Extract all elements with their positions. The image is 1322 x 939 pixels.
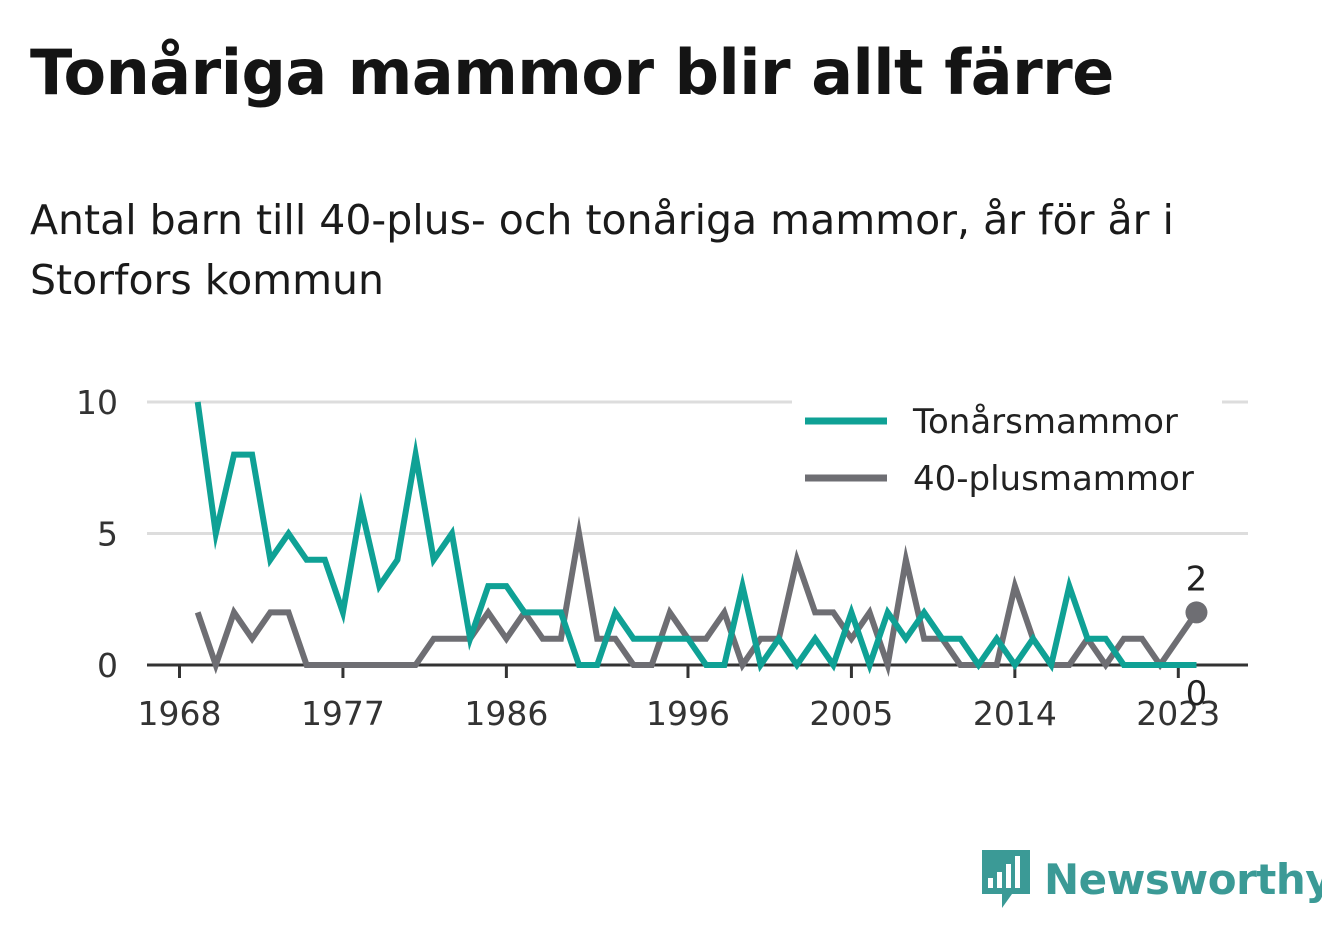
newsworthy-logo: Newsworthy — [980, 848, 1322, 910]
y-axis-ticks: 0 5 10 — [76, 383, 118, 685]
end-label-40-plusmammor: 2 — [1186, 559, 1208, 599]
newsworthy-logo-icon — [982, 850, 1030, 908]
series-lines — [194, 401, 1208, 678]
logo-text: Newsworthy — [1044, 854, 1322, 904]
x-tick-label: 2023 — [1136, 694, 1220, 733]
end-labels: 20 — [1186, 559, 1208, 714]
end-point-marker — [1185, 601, 1208, 624]
x-tick-label: 1986 — [464, 694, 548, 733]
series-line-40-plusmammor — [194, 515, 1199, 678]
chart-title: Tonåriga mammor blir allt färre — [30, 36, 1114, 109]
legend: Tonårsmammor 40-plusmammor — [792, 390, 1222, 512]
y-tick-label: 10 — [76, 383, 118, 422]
y-tick-label: 5 — [97, 515, 118, 554]
x-tick-label: 2005 — [809, 694, 893, 733]
x-axis: 1968 1977 1986 1996 2005 2014 2023 — [138, 663, 1248, 733]
end-label-tonarsmammor: 0 — [1186, 674, 1208, 714]
x-tick-label: 1996 — [646, 694, 730, 733]
chart-subtitle: Antal barn till 40-plus- och tonåriga ma… — [30, 196, 1174, 304]
line-chart: 0 5 10 1968 1977 1986 1996 2005 2014 2023 Tonårs… — [76, 383, 1248, 733]
series-line-tonarsmammor — [194, 401, 1197, 675]
x-tick-label: 1977 — [301, 694, 385, 733]
legend-label: Tonårsmammor — [912, 402, 1178, 442]
legend-label: 40-plusmammor — [913, 459, 1194, 499]
y-tick-label: 0 — [97, 646, 118, 685]
legend-background — [792, 390, 1222, 512]
x-tick-label: 2014 — [973, 694, 1057, 733]
x-tick-label: 1968 — [138, 694, 222, 733]
